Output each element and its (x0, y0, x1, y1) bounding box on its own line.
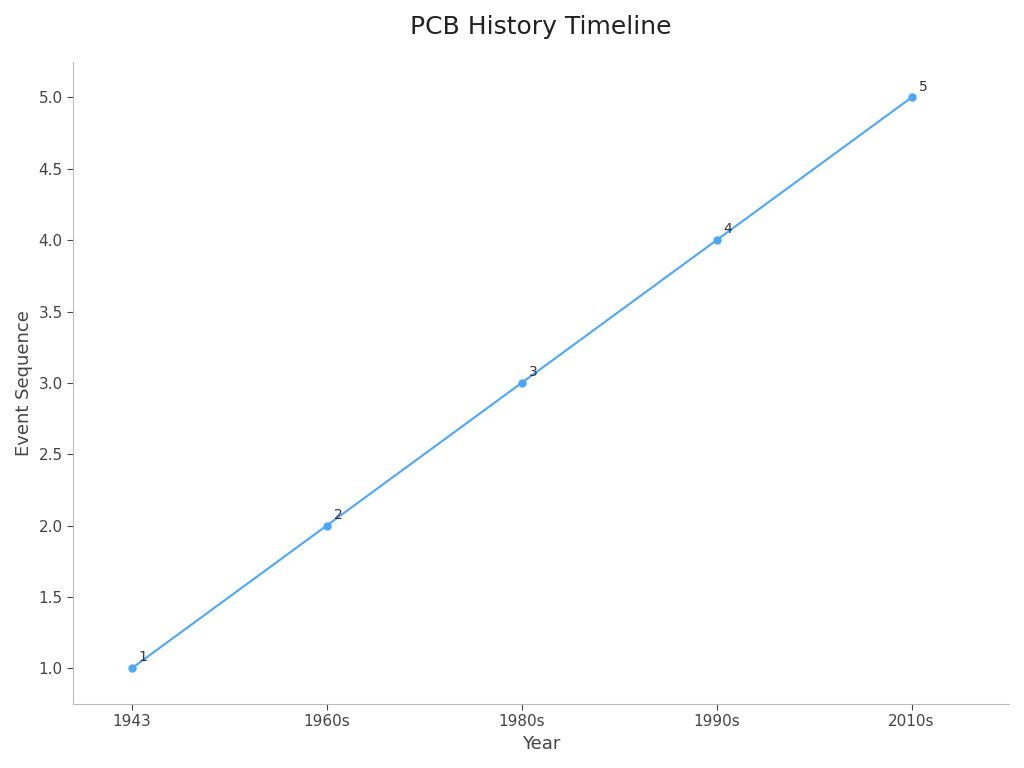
Text: 2: 2 (334, 508, 342, 521)
Text: 1: 1 (138, 650, 147, 664)
Y-axis label: Event Sequence: Event Sequence (15, 310, 33, 456)
Title: PCB History Timeline: PCB History Timeline (411, 15, 672, 39)
Text: 3: 3 (528, 365, 538, 379)
Text: 5: 5 (919, 80, 927, 94)
Text: 4: 4 (724, 222, 732, 237)
X-axis label: Year: Year (522, 735, 560, 753)
